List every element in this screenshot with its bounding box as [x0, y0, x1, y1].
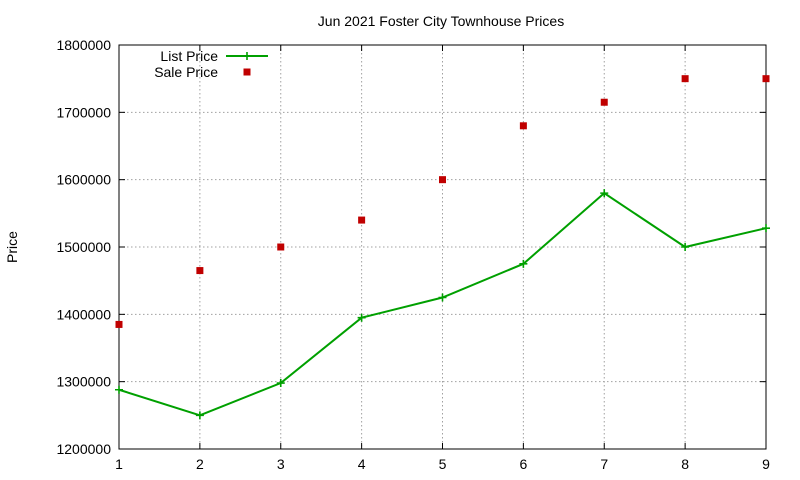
- x-tick-label: 1: [115, 456, 123, 472]
- sale-price-point: [762, 75, 770, 83]
- axis-ticks: 1200000 1300000 1400000 1500000 1600000 17000…: [56, 37, 770, 472]
- list-price-point: [438, 293, 447, 302]
- legend-marker-list-price: [243, 52, 251, 60]
- legend-label-list-price: List Price: [160, 48, 218, 64]
- x-tick-label: 4: [358, 456, 366, 472]
- legend-label-sale-price: Sale Price: [154, 64, 218, 80]
- y-tick-label: 1200000: [56, 441, 111, 457]
- x-tick-label: 3: [277, 456, 285, 472]
- y-tick-label: 1600000: [56, 172, 111, 188]
- grid-lines: [119, 45, 766, 449]
- list-price-point: [681, 243, 690, 251]
- list-price-point: [519, 259, 528, 268]
- series-list-price: [115, 189, 770, 420]
- sale-price-point: [519, 122, 527, 130]
- list-price-point: [276, 379, 285, 388]
- y-tick-label: 1400000: [56, 306, 111, 322]
- x-tick-label: 9: [762, 456, 770, 472]
- sale-price-point: [600, 98, 608, 106]
- y-axis-label: Price: [4, 231, 20, 263]
- list-price-point: [115, 385, 123, 394]
- x-tick-label: 8: [681, 456, 689, 472]
- legend-marker-sale-price: [243, 68, 251, 76]
- sale-price-point: [681, 75, 689, 83]
- list-price-point: [357, 313, 366, 322]
- list-price-point: [195, 411, 204, 420]
- series: [115, 75, 770, 420]
- series-sale-price: [115, 75, 770, 328]
- sale-price-point: [196, 267, 204, 275]
- list-price-point: [762, 224, 770, 233]
- x-tick-label: 6: [519, 456, 527, 472]
- list-price-point: [600, 189, 609, 198]
- sale-price-point: [277, 243, 285, 251]
- y-tick-label: 1700000: [56, 104, 111, 120]
- x-tick-label: 2: [196, 456, 204, 472]
- chart-title: Jun 2021 Foster City Townhouse Prices: [318, 13, 564, 29]
- sale-price-point: [358, 216, 366, 224]
- y-tick-label: 1800000: [56, 37, 111, 53]
- sale-price-point: [439, 176, 446, 184]
- x-tick-label: 7: [600, 456, 608, 472]
- sale-price-point: [115, 320, 123, 328]
- x-tick-label: 5: [439, 456, 447, 472]
- y-tick-label: 1300000: [56, 374, 111, 390]
- y-tick-label: 1500000: [56, 239, 111, 255]
